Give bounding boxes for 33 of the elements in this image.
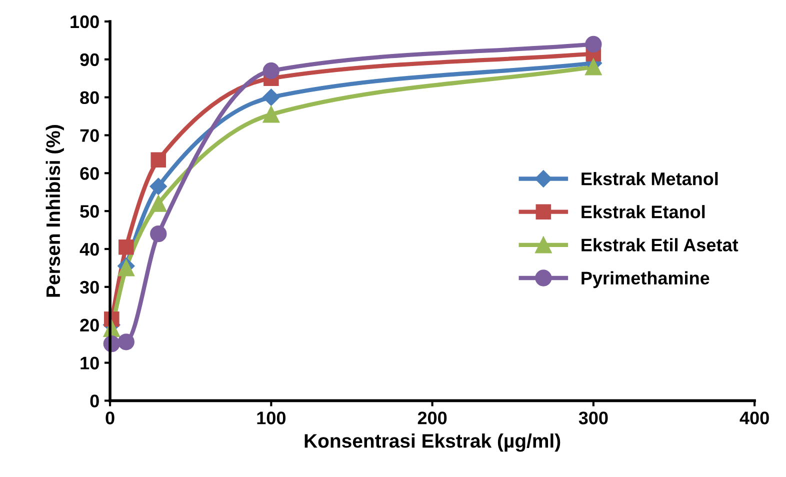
y-tick-label: 60 <box>80 167 99 180</box>
point <box>262 62 280 80</box>
x-tick-label: 400 <box>740 412 769 424</box>
x-tick-label: 200 <box>418 412 447 424</box>
point <box>150 178 167 195</box>
legend-label: Ekstrak Etil Asetat <box>582 238 738 252</box>
x-tick-label: 100 <box>257 412 286 424</box>
x-tick-label: 300 <box>578 412 608 424</box>
point <box>118 239 134 255</box>
legend-label: Ekstrak Etanol <box>582 205 705 218</box>
legend-label: Pyrimethamine <box>582 271 710 288</box>
y-tick-label: 10 <box>80 356 99 370</box>
x-axis-title: Konsentrasi Ekstrak (µg/ml) <box>304 433 560 452</box>
point <box>262 106 280 123</box>
point <box>150 225 167 242</box>
y-tick-label: 70 <box>80 129 99 142</box>
x-tick-label: 0 <box>106 412 114 424</box>
point <box>585 36 602 53</box>
y-tick-label: 40 <box>80 242 99 256</box>
y-tick-label: 20 <box>80 318 99 332</box>
y-tick-label: 50 <box>80 205 99 218</box>
y-tick-label: 0 <box>90 394 99 408</box>
y-tick-label: 100 <box>70 15 99 28</box>
y-tick-label: 30 <box>80 280 99 294</box>
legend-label: Ekstrak Metanol <box>582 172 718 186</box>
y-axis-title: Persen Inhibisi (%) <box>46 125 64 297</box>
y-tick-label: 90 <box>80 53 99 66</box>
point <box>585 58 602 76</box>
point <box>150 152 166 168</box>
point <box>150 195 167 212</box>
y-tick-label: 80 <box>80 91 99 104</box>
point <box>118 334 134 350</box>
point <box>262 88 280 106</box>
